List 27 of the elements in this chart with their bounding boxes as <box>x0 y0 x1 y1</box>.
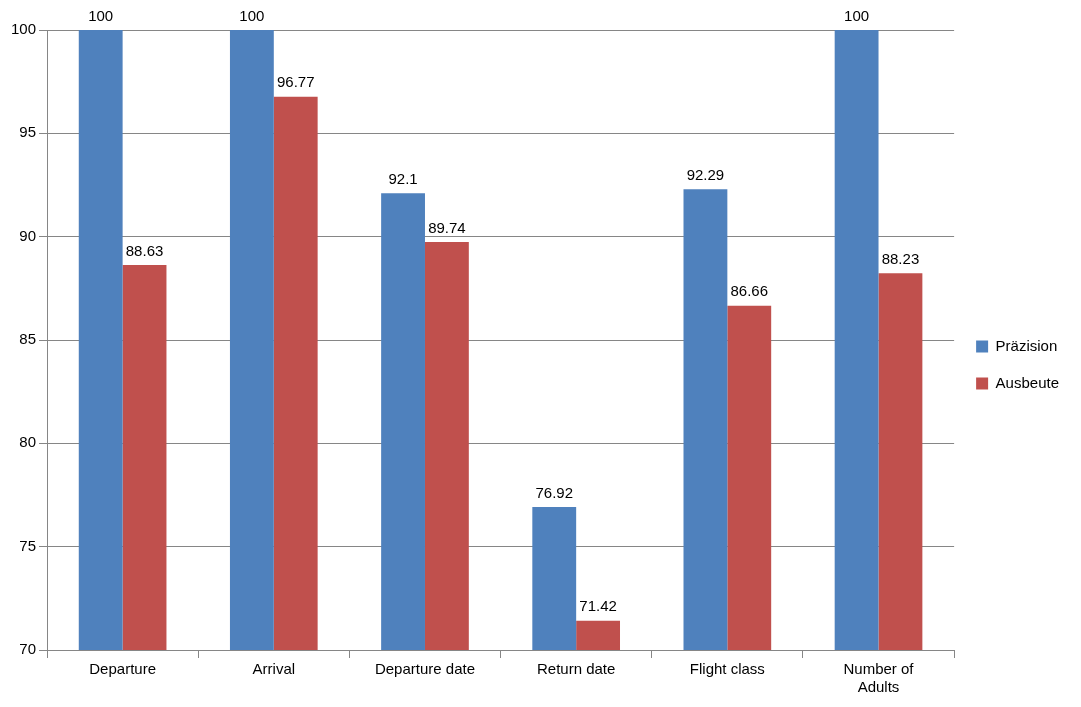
data-label: 88.23 <box>881 249 920 267</box>
y-tick-label: 95 <box>19 123 37 141</box>
data-label: 100 <box>239 6 265 24</box>
y-tick-label: 90 <box>19 226 37 244</box>
data-label: 92.29 <box>686 165 725 183</box>
data-label: 88.63 <box>125 241 164 259</box>
x-tick-label: Return date <box>536 660 616 678</box>
data-label: 89.74 <box>428 218 466 236</box>
data-label: 71.42 <box>579 597 617 615</box>
y-tick-label: 70 <box>19 640 37 658</box>
x-tick-label: Number of Adults <box>843 660 915 696</box>
data-label: 92.1 <box>388 169 418 187</box>
x-tick-label: Arrival <box>252 660 296 678</box>
y-tick-label: 75 <box>19 536 37 554</box>
x-tick-label: Departure date <box>374 660 476 678</box>
y-tick-label: 80 <box>19 433 37 451</box>
legend-label: Präzision <box>995 336 1058 354</box>
y-tick-label: 100 <box>11 20 37 38</box>
data-label: 96.77 <box>276 73 315 91</box>
data-label: 100 <box>844 6 870 24</box>
data-label: 100 <box>88 6 114 24</box>
y-tick-label: 85 <box>19 330 37 348</box>
legend-label: Ausbeute <box>995 373 1060 391</box>
x-tick-label: Departure <box>89 660 156 678</box>
data-label: 86.66 <box>730 282 769 300</box>
data-label: 76.92 <box>535 483 574 501</box>
x-tick-label: Flight class <box>689 660 765 678</box>
